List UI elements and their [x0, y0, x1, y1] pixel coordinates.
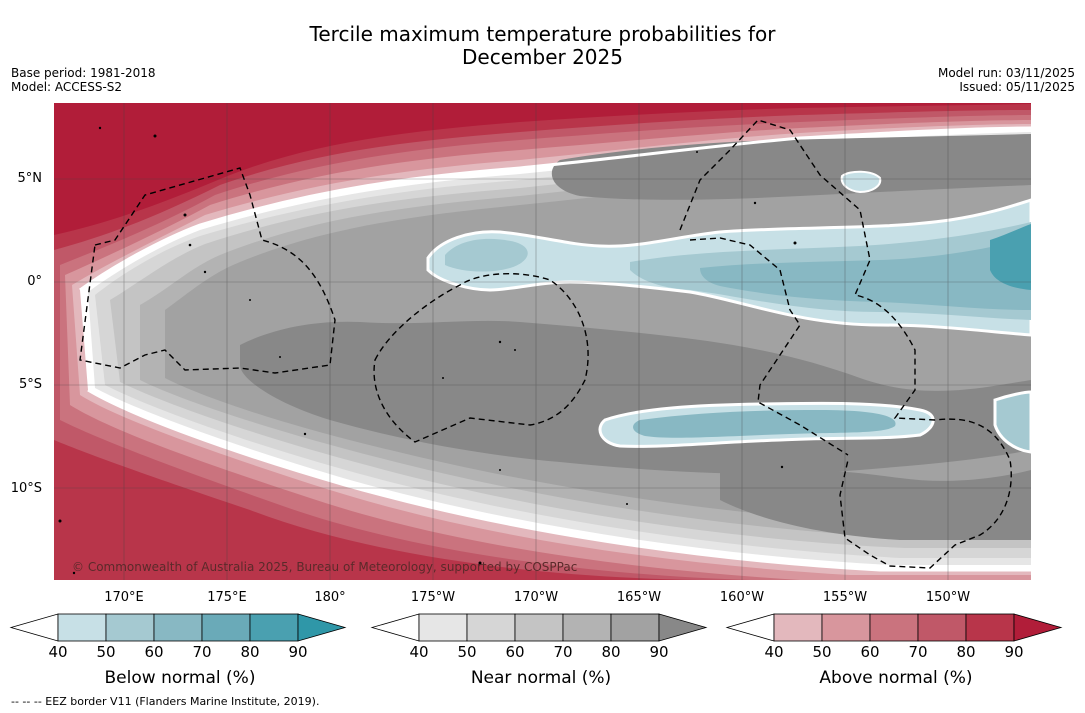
colorbar-below-normal: [9, 613, 347, 642]
white-contour: [87, 388, 1031, 572]
colorbar-tick-label: 40: [409, 643, 429, 661]
colorbar-tick-label: 90: [288, 643, 308, 661]
colorbar-title-near: Near normal (%): [470, 668, 612, 688]
lon-label-165w: 165°W: [616, 590, 662, 605]
colorbar-segment: [965, 613, 1015, 642]
colorbar-title-above: Above normal (%): [819, 668, 973, 688]
colorbar-segment: [418, 613, 468, 642]
below-normal-50-region: [993, 390, 1031, 454]
colorbar-segment: [57, 613, 107, 642]
base-period-label: Base period: 1981-2018: [11, 66, 156, 80]
colorbar-arrow-high: [297, 613, 347, 642]
eez-footnote: -- -- -- EEZ border V11 (Flanders Marine…: [11, 695, 320, 708]
model-label: Model: ACCESS-S2: [11, 80, 123, 94]
below-normal-60-region: [633, 410, 896, 438]
colorbar-tick-label: 80: [601, 643, 621, 661]
eez-border: [373, 272, 589, 443]
colorbar-near-normal: [370, 613, 708, 642]
colorbar-tick-label: 60: [860, 643, 880, 661]
colorbar-tick-label: 70: [192, 643, 212, 661]
colorbar-tick-label: 70: [553, 643, 573, 661]
colorbar-tick-label: 50: [96, 643, 116, 661]
colorbar-tick-label: 40: [48, 643, 68, 661]
colorbar-segment: [773, 613, 823, 642]
lon-label-175e: 175°E: [207, 590, 247, 605]
colorbar-arrow-low: [9, 613, 59, 642]
eez-border: [679, 119, 1012, 569]
colorbar-segment: [514, 613, 564, 642]
below-normal-50-region: [445, 238, 528, 272]
copyright-text: © Commonwealth of Australia 2025, Bureau…: [72, 560, 578, 574]
colorbar-arrow-low: [725, 613, 775, 642]
colorbar-segment: [466, 613, 516, 642]
probability-field: [54, 103, 1031, 580]
colorbar-segment: [869, 613, 919, 642]
colorbar-tick-label: 70: [908, 643, 928, 661]
lon-label-170e: 170°E: [104, 590, 144, 605]
lon-label-170w: 170°W: [513, 590, 559, 605]
model-run-label: Model run: 03/11/2025: [937, 66, 1075, 80]
colorbar-tick-label: 80: [956, 643, 976, 661]
colorbar-segment: [917, 613, 967, 642]
lat-label-10s: 10°S: [10, 481, 42, 496]
colorbar-arrow-high: [658, 613, 708, 642]
lon-label-175w: 175°W: [410, 590, 456, 605]
lat-label-5n: 5°N: [17, 171, 43, 186]
white-contour: [79, 126, 1031, 292]
issued-label: Issued: 05/11/2025: [959, 80, 1075, 94]
below-normal-80-region: [990, 224, 1031, 290]
colorbar-arrow-high: [1013, 613, 1063, 642]
colorbar-tick-label: 60: [144, 643, 164, 661]
map-gridlines: [54, 103, 1031, 580]
lat-label-5s: 5°S: [18, 377, 42, 392]
colorbar-tick-label: 50: [457, 643, 477, 661]
near-normal-max-region: [720, 467, 1031, 540]
lon-label-160w: 160°W: [719, 590, 765, 605]
colorbar-tick-label: 90: [1004, 643, 1024, 661]
colorbar-segment: [249, 613, 299, 642]
lon-label-180: 180°: [314, 590, 346, 605]
colorbar-segment: [201, 613, 251, 642]
colorbar-above-normal: [725, 613, 1063, 642]
colorbar-segment: [821, 613, 871, 642]
colorbar-title-below: Below normal (%): [104, 668, 256, 688]
eez-border: [689, 237, 849, 456]
lon-label-155w: 155°W: [822, 590, 868, 605]
colorbar-segment: [562, 613, 612, 642]
colorbar-segment: [610, 613, 660, 642]
colorbar-arrow-low: [370, 613, 420, 642]
colorbar-tick-label: 80: [240, 643, 260, 661]
colorbar-tick-label: 60: [505, 643, 525, 661]
lat-label-0: 0°: [27, 274, 42, 289]
lon-label-150w: 150°W: [925, 590, 971, 605]
islands: [58, 126, 797, 575]
below-normal-40-region: [840, 170, 882, 194]
chart-title-line2: December 2025: [462, 45, 623, 69]
colorbar-tick-label: 40: [764, 643, 784, 661]
colorbar-tick-label: 90: [649, 643, 669, 661]
eez-borders: [79, 119, 1012, 569]
colorbar-segment: [105, 613, 155, 642]
chart-title-line1: Tercile maximum temperature probabilitie…: [309, 22, 776, 46]
eez-border: [79, 167, 336, 374]
colorbar-tick-label: 50: [812, 643, 832, 661]
colorbar-segment: [153, 613, 203, 642]
